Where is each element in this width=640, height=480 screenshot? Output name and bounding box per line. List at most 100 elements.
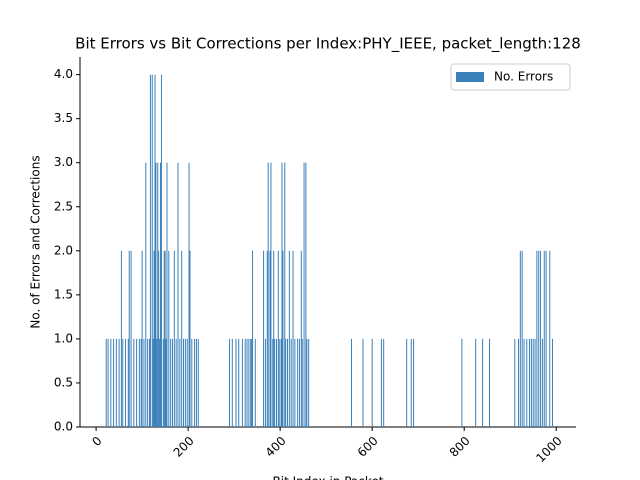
bar xyxy=(406,338,408,427)
bar xyxy=(173,250,175,427)
bar xyxy=(152,338,154,427)
bar xyxy=(278,338,280,427)
bar xyxy=(272,338,274,427)
bar xyxy=(284,162,286,427)
bar xyxy=(177,162,179,427)
bar xyxy=(308,338,310,427)
bar xyxy=(147,338,149,427)
legend-box xyxy=(450,63,571,91)
bar xyxy=(252,250,254,427)
y-tick-label: 2.5 xyxy=(54,199,73,213)
bar xyxy=(138,338,140,427)
bar xyxy=(350,338,352,427)
bar xyxy=(140,338,142,427)
bar xyxy=(159,338,161,427)
bar xyxy=(277,250,279,427)
bar xyxy=(115,338,117,427)
bar xyxy=(362,338,364,427)
bar xyxy=(303,162,305,427)
bar xyxy=(461,338,463,427)
bar xyxy=(274,338,276,427)
y-tick-label: 2.0 xyxy=(54,243,73,257)
y-tick-label: 1.5 xyxy=(54,287,73,301)
bar xyxy=(170,338,172,427)
bar xyxy=(105,338,107,427)
bar xyxy=(264,338,266,427)
bar xyxy=(183,338,185,427)
legend-swatch xyxy=(456,72,484,82)
bar xyxy=(141,250,143,427)
bar xyxy=(298,338,300,427)
bar xyxy=(157,162,159,427)
bar xyxy=(529,338,531,427)
bar xyxy=(521,250,523,427)
bar xyxy=(229,338,231,427)
bar xyxy=(189,250,191,427)
bar xyxy=(248,338,250,427)
bar xyxy=(246,338,248,427)
bar xyxy=(133,338,135,427)
bar xyxy=(163,250,165,427)
bar xyxy=(297,338,299,427)
bar xyxy=(263,250,265,427)
y-tick-label: 3.5 xyxy=(54,111,73,125)
bar xyxy=(231,338,233,427)
bar xyxy=(300,250,302,427)
bar xyxy=(148,338,150,427)
bar xyxy=(526,338,528,427)
bar xyxy=(151,74,153,427)
bar xyxy=(545,250,547,427)
bar xyxy=(543,250,545,427)
bar xyxy=(534,338,536,427)
bar xyxy=(235,338,237,427)
y-axis-label: No. of Errors and Corrections xyxy=(29,155,43,328)
bar xyxy=(266,250,268,427)
bar xyxy=(380,338,382,427)
bar xyxy=(305,162,307,427)
bar xyxy=(270,162,272,427)
bar xyxy=(154,74,156,427)
bar xyxy=(532,338,534,427)
bar xyxy=(538,250,540,427)
bar xyxy=(541,338,543,427)
bar xyxy=(285,338,287,427)
bar xyxy=(552,338,554,427)
bar xyxy=(523,338,525,427)
bar xyxy=(282,250,284,427)
y-tick-label: 1.0 xyxy=(54,331,73,345)
bar xyxy=(107,338,109,427)
bar xyxy=(536,250,538,427)
bar xyxy=(118,338,120,427)
bar xyxy=(288,250,290,427)
bar xyxy=(275,338,277,427)
bar xyxy=(244,338,246,427)
bar xyxy=(136,338,138,427)
bar xyxy=(306,338,308,427)
bar xyxy=(145,162,147,427)
bar xyxy=(143,338,145,427)
bar xyxy=(413,338,415,427)
bar xyxy=(168,250,170,427)
bar xyxy=(241,338,243,427)
bar xyxy=(184,338,186,427)
bar xyxy=(186,338,188,427)
bar xyxy=(383,338,385,427)
bar xyxy=(294,338,296,427)
bar xyxy=(162,338,164,427)
bar xyxy=(181,250,183,427)
bar xyxy=(165,338,167,427)
bar xyxy=(251,338,253,427)
bar xyxy=(149,74,151,427)
bar xyxy=(155,162,157,427)
bar xyxy=(269,250,271,427)
bar xyxy=(188,162,190,427)
bar xyxy=(171,338,173,427)
bar xyxy=(301,338,303,427)
bar xyxy=(273,250,275,427)
bar xyxy=(514,338,516,427)
y-tick-label: 0.0 xyxy=(54,420,73,434)
bar xyxy=(371,338,373,427)
bar xyxy=(164,250,166,427)
bar xyxy=(153,250,155,427)
